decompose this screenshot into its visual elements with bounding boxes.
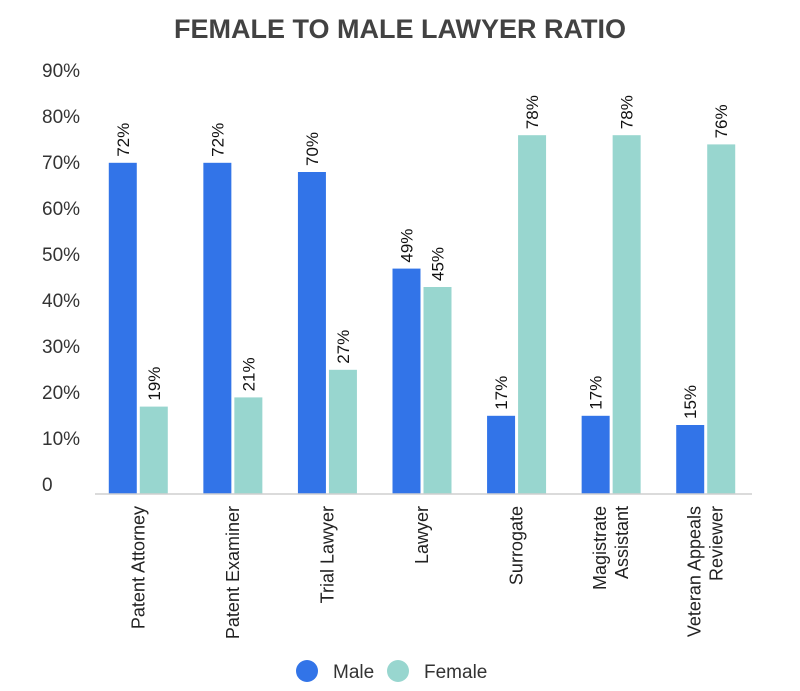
bar-female [518, 135, 547, 494]
data-label: 45% [429, 247, 448, 281]
data-label: 70% [303, 132, 322, 166]
data-label: 72% [208, 123, 227, 157]
y-tick-label: 30% [42, 337, 80, 358]
x-tick-label: Surrogate [507, 506, 527, 585]
y-tick-label: 20% [42, 383, 80, 404]
bar-female [234, 397, 263, 494]
bar-male [581, 415, 610, 494]
bar-female [423, 287, 452, 494]
x-tick-label: Lawyer [412, 506, 432, 564]
x-axis: Patent Attorney Patent Examiner Trial Lawy… [128, 506, 726, 639]
x-tick-label: Assistant [612, 506, 632, 579]
y-tick-label: 0 [42, 475, 53, 496]
bar-male [108, 162, 137, 495]
bar-male [392, 268, 421, 494]
bar-female [612, 135, 641, 494]
data-label: 19% [145, 367, 164, 401]
data-label: 49% [398, 229, 417, 263]
legend-label-female: Female [424, 662, 487, 683]
y-tick-label: 50% [42, 245, 80, 266]
data-label: 27% [334, 330, 353, 364]
bar-male [676, 425, 705, 494]
x-tick-label: Patent Attorney [128, 506, 148, 629]
x-tick-label: Reviewer [707, 506, 727, 581]
x-tick-label: Patent Examiner [223, 506, 243, 639]
chart-title: FEMALE TO MALE LAWYER RATIO [174, 14, 626, 44]
bar-female [139, 406, 168, 494]
data-label: 15% [681, 385, 700, 419]
data-label: 72% [114, 123, 133, 157]
data-label: 17% [587, 376, 606, 410]
legend-marker-male [296, 660, 318, 682]
y-tick-label: 10% [42, 429, 80, 450]
bar-female [328, 369, 357, 494]
bars-group: 72% 19% 72% 21% 70% 27% 49% 45% 17% 78% 17% 78% 15% 7… [108, 95, 736, 495]
bar-male [297, 172, 326, 494]
y-tick-label: 40% [42, 291, 80, 312]
x-tick-label: Magistrate [590, 506, 610, 590]
data-label: 78% [523, 95, 542, 129]
y-tick-label: 60% [42, 199, 80, 220]
legend-marker-female [387, 660, 409, 682]
y-axis: 0 10% 20% 30% 40% 50% 60% 70% 80% 90% [42, 61, 80, 496]
legend-label-male: Male [333, 662, 374, 683]
data-label: 21% [239, 357, 258, 391]
y-tick-label: 80% [42, 107, 80, 128]
y-tick-label: 90% [42, 61, 80, 82]
data-label: 76% [712, 104, 731, 138]
data-label: 17% [492, 376, 511, 410]
x-tick-label: Trial Lawyer [317, 506, 337, 603]
data-label: 78% [618, 95, 637, 129]
legend: Male Female [296, 660, 487, 683]
bar-male [487, 415, 516, 494]
y-tick-label: 70% [42, 153, 80, 174]
x-tick-label: Veteran Appeals [685, 506, 705, 637]
bar-male [203, 162, 232, 495]
bar-female [707, 144, 736, 494]
